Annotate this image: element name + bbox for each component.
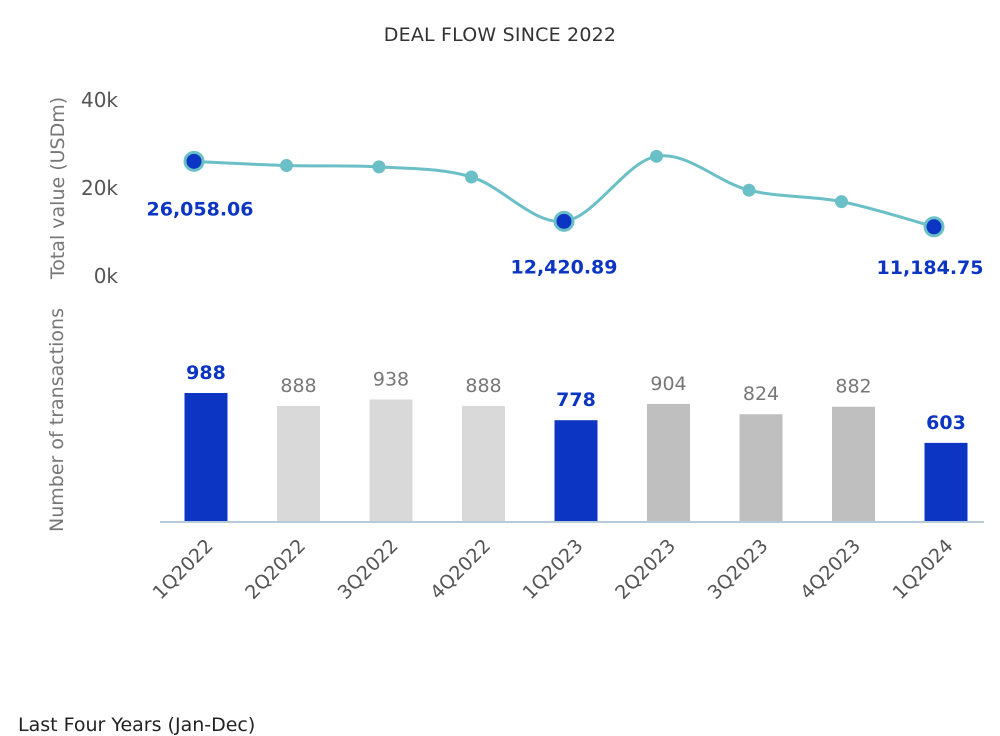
- bar-value-label: 778: [556, 389, 596, 411]
- line-data-label: 12,420.89: [511, 256, 618, 278]
- line-point: [742, 183, 756, 197]
- x-tick-label: 3Q2022: [334, 535, 403, 604]
- bar: [832, 406, 875, 521]
- bar-value-label: 882: [835, 376, 871, 398]
- y-axis-title-value: Total value (USDm): [47, 97, 69, 280]
- bar: [924, 442, 968, 521]
- x-tick-label: 2Q2022: [241, 535, 310, 604]
- bar: [462, 405, 505, 521]
- line-point-highlight: [553, 210, 575, 232]
- line-point: [280, 159, 293, 173]
- line-point: [465, 170, 478, 184]
- bar: [369, 399, 413, 521]
- line-point-highlight: [923, 216, 945, 238]
- line-point: [650, 149, 663, 163]
- bar-value-label: 904: [650, 373, 686, 395]
- y-tick-label: 0k: [94, 264, 119, 288]
- bar: [184, 393, 228, 521]
- bar: [277, 405, 320, 521]
- footer-text: Last Four Years (Jan-Dec): [18, 714, 256, 736]
- line-point-highlight: [183, 150, 205, 172]
- chart-title: DEAL FLOW SINCE 2022: [383, 24, 617, 46]
- bar-value-label: 888: [465, 375, 501, 397]
- line-point: [835, 195, 848, 209]
- y-axis-title-count: Number of transactions: [46, 308, 68, 532]
- bar-value-label: 603: [926, 412, 966, 434]
- x-tick-label: 4Q2022: [426, 535, 495, 604]
- bar-value-label: 824: [743, 383, 779, 405]
- x-tick-label: 2Q2023: [611, 535, 680, 604]
- bar-value-label: 938: [373, 368, 409, 390]
- line-point: [372, 160, 386, 174]
- x-tick-label: 1Q2023: [519, 535, 588, 604]
- y-tick-label: 20k: [81, 176, 118, 200]
- x-tick-label: 4Q2023: [796, 535, 865, 604]
- x-tick-label: 3Q2023: [704, 535, 773, 604]
- bar: [647, 403, 690, 521]
- x-tick-label: 1Q2024: [889, 535, 958, 604]
- x-tick-label: 1Q2022: [149, 535, 218, 604]
- line-data-label: 26,058.06: [147, 198, 254, 220]
- bar: [554, 420, 598, 521]
- bar-value-label: 988: [186, 362, 226, 384]
- bar-value-label: 888: [280, 375, 316, 397]
- y-tick-label: 40k: [81, 88, 118, 112]
- bar: [739, 414, 783, 521]
- line-data-label: 11,184.75: [877, 257, 984, 279]
